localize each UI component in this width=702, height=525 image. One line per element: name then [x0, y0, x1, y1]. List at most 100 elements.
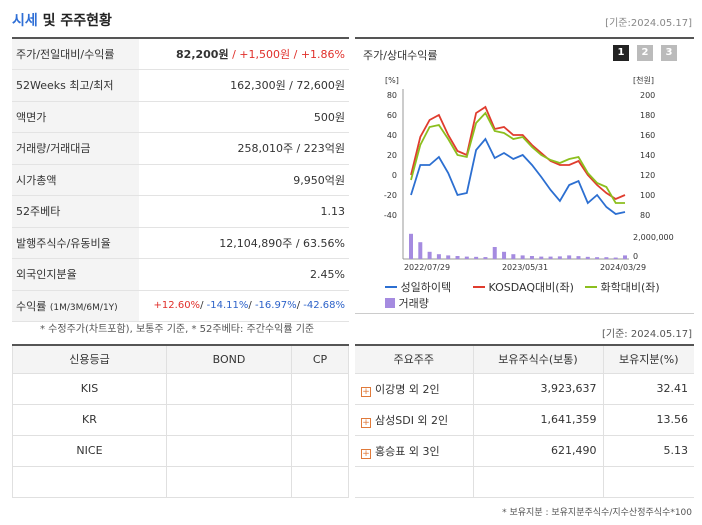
major-shareholders-table: 주요주주 보유주식수(보통) 보유지분(%) + 이강명 외 2인 3,923,6…: [355, 344, 694, 498]
row-value: 258,010주 / 223억원: [139, 132, 349, 165]
cell: [291, 372, 349, 405]
expand-plus-icon[interactable]: +: [361, 448, 371, 459]
table-row: 외국인지분율 2.45%: [12, 258, 349, 291]
left-tick-label: -20: [384, 191, 397, 200]
right-tick-label: 180: [640, 111, 655, 120]
volume-bar: [585, 256, 590, 259]
cell: KR: [12, 403, 167, 436]
volume-bar: [483, 257, 488, 259]
row-label: 52주베타: [12, 195, 139, 228]
cell: [355, 466, 473, 498]
volume-bar: [557, 256, 562, 259]
row-label: 외국인지분율: [12, 258, 139, 291]
cell: 32.41: [602, 373, 694, 405]
table-row: 거래량/거래대금 258,010주 / 223억원: [12, 132, 349, 165]
left-unit: [%]: [385, 76, 399, 85]
page-title: 시세 및 주주현황: [12, 13, 112, 29]
cell: [165, 465, 293, 498]
cell: [12, 465, 167, 498]
volume-axis-zero: 0: [633, 252, 638, 261]
legend-line-icon: [473, 286, 485, 288]
left-tick-label: 40: [387, 131, 397, 140]
holder-name[interactable]: + 이강명 외 2인: [355, 373, 473, 405]
volume-bar: [492, 247, 497, 259]
row-label: 액면가: [12, 101, 139, 133]
table-row: + 이강명 외 2인 3,923,637 32.41: [355, 373, 694, 405]
expand-plus-icon[interactable]: +: [361, 417, 371, 428]
holders-note: * 보유지분 : 보유지분주식수/지수산정주식수*100: [502, 508, 692, 518]
holder-name[interactable]: + 홍승표 외 3인: [355, 435, 473, 467]
table-row: 52Weeks 최고/최저 162,300원 / 72,600원: [12, 69, 349, 102]
cell: [602, 466, 694, 498]
row-value: +12.60%/ -14.11%/ -16.97%/ -42.68%: [139, 290, 349, 322]
left-tick-label: 0: [392, 171, 397, 180]
table-row: [12, 465, 349, 498]
volume-bar: [427, 251, 432, 259]
credit-rating-table: 신용등급 BOND CP KIS KR NICE: [12, 344, 349, 498]
table-row: KR: [12, 403, 349, 436]
row-label: 거래량/거래대금: [12, 132, 139, 165]
col-header: CP: [291, 344, 349, 374]
row-label: 주가/전일대비/수익률: [12, 37, 139, 70]
cell: 1,641,359: [472, 404, 603, 436]
chart-title: 주가/상대수익률: [363, 49, 438, 62]
left-tick-label: 20: [387, 151, 397, 160]
table-row: + 삼성SDI 외 2인 1,641,359 13.56: [355, 404, 694, 436]
legend-stock: 성일하이텍: [385, 279, 451, 295]
row-label: 52Weeks 최고/최저: [12, 69, 139, 102]
row-value: 9,950억원: [139, 164, 349, 196]
volume-bar: [567, 255, 572, 259]
cell: KIS: [12, 372, 167, 405]
right-tick-label: 120: [640, 171, 655, 180]
cell: 621,490: [472, 435, 603, 467]
cell: [472, 466, 603, 498]
table-row: 수익률 (1M/3M/6M/1Y) +12.60%/ -14.11%/ -16.…: [12, 290, 349, 322]
col-header: 보유주식수(보통): [472, 344, 603, 374]
cell: NICE: [12, 434, 167, 467]
row-value: 162,300원 / 72,600원: [139, 69, 349, 102]
right-tick-label: 140: [640, 151, 655, 160]
col-header: 신용등급: [12, 344, 167, 374]
cell: [165, 403, 293, 436]
period-button-2[interactable]: 2: [637, 45, 653, 61]
x-tick-label: 2023/05/31: [502, 263, 548, 272]
cell: [291, 434, 349, 467]
legend-line-icon: [585, 286, 597, 288]
expand-plus-icon[interactable]: +: [361, 386, 371, 397]
cell: 13.56: [602, 404, 694, 436]
volume-bar: [576, 256, 581, 259]
cell: 3,923,637: [472, 373, 603, 405]
volume-bar: [418, 242, 423, 259]
volume-bar: [446, 255, 451, 259]
row-label: 시가총액: [12, 164, 139, 196]
legend-line-icon: [385, 286, 397, 288]
volume-axis-label: 2,000,000: [633, 233, 674, 242]
right-tick-label: 200: [640, 91, 655, 100]
series-line-1: [410, 105, 626, 201]
right-tick-label: 100: [640, 191, 655, 200]
holder-name[interactable]: + 삼성SDI 외 2인: [355, 404, 473, 436]
price-summary-table: 주가/전일대비/수익률 82,200원 / +1,500원 / +1.86% 5…: [12, 37, 349, 322]
x-tick-label: 2022/07/29: [404, 263, 450, 272]
volume-bar: [502, 251, 507, 259]
row-label: 발행주식수/유동비율: [12, 227, 139, 259]
price-note: * 수정주가(차트포함), 보통주 기준, * 52주베타: 주간수익률 기준: [40, 324, 315, 335]
volume-bar: [511, 254, 516, 259]
col-header: 보유지분(%): [602, 344, 694, 374]
table-row: 주가/전일대비/수익률 82,200원 / +1,500원 / +1.86%: [12, 37, 349, 70]
col-header: BOND: [165, 344, 293, 374]
volume-bar: [520, 255, 525, 259]
legend-box-icon: [385, 298, 395, 308]
x-tick-label: 2024/03/29: [600, 263, 646, 272]
table-row: KIS: [12, 372, 349, 405]
table-row: 액면가 500원: [12, 101, 349, 133]
period-button-3[interactable]: 3: [661, 45, 677, 61]
cell: [291, 403, 349, 436]
legend-chem: 화학대비(좌): [585, 279, 660, 295]
right-unit: [천원]: [633, 75, 654, 85]
chart-panel: 주가/상대수익률 1 2 3 [%] [천원] 80 200 60 180 40 160 2…: [355, 37, 694, 314]
cell: 5.13: [602, 435, 694, 467]
volume-bar: [613, 257, 618, 259]
volume-bar: [464, 256, 469, 259]
period-button-1[interactable]: 1: [613, 45, 629, 61]
